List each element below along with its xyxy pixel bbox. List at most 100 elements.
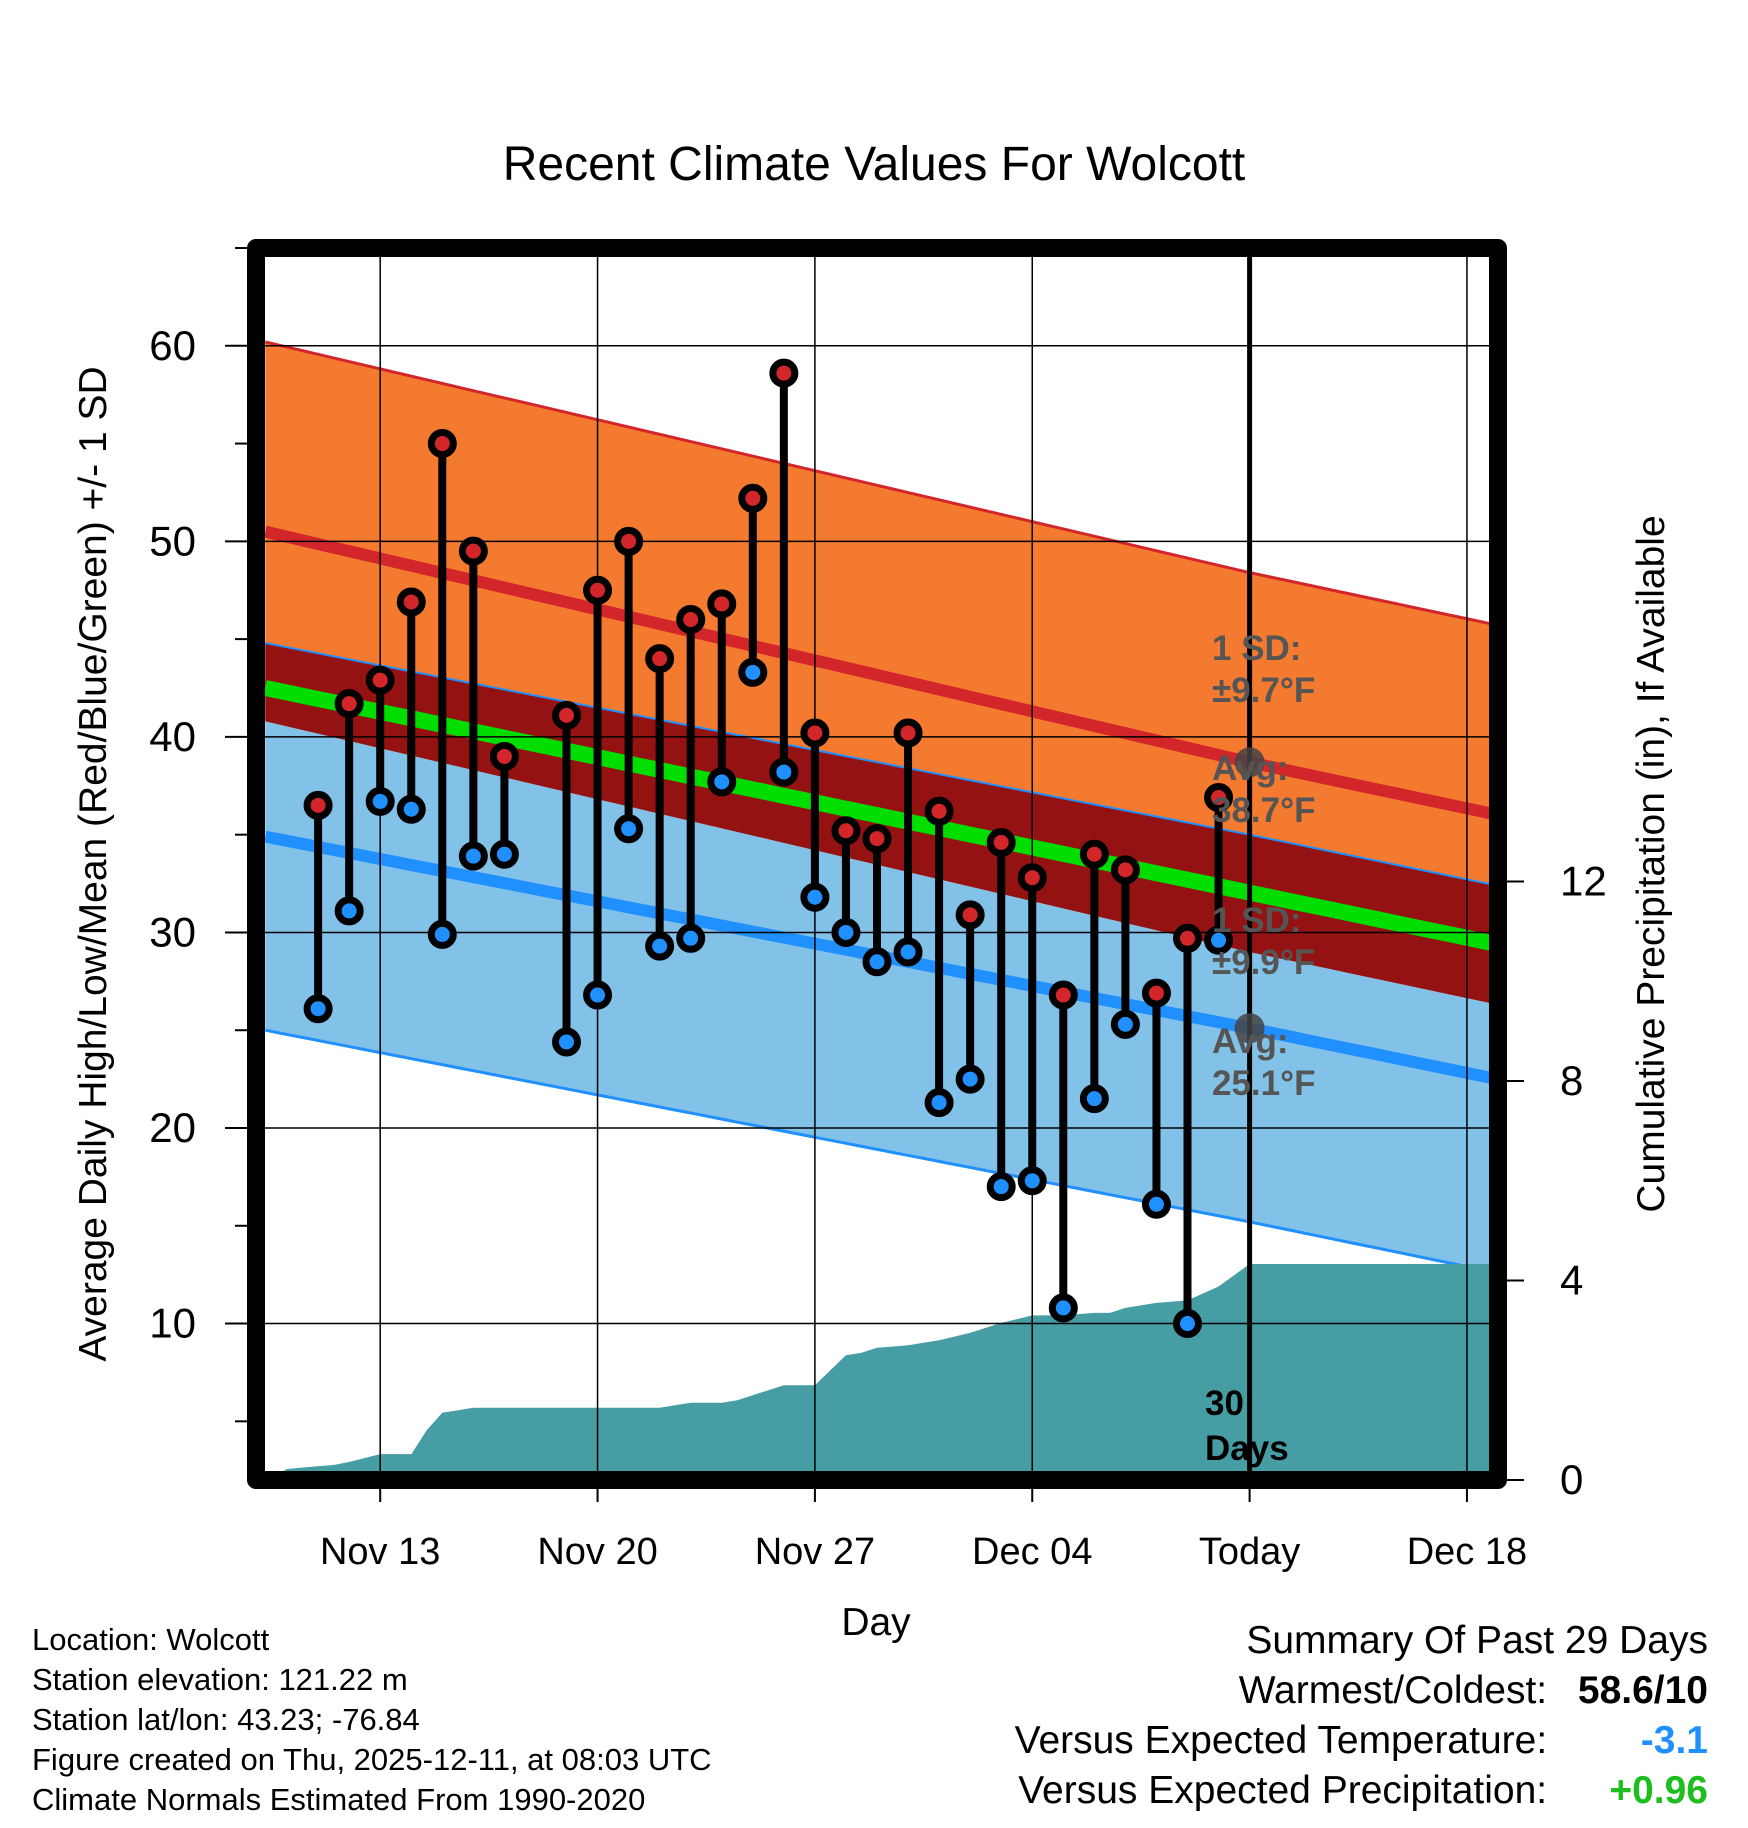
today-high-avg-marker: [1234, 747, 1265, 778]
daily-high-point: [1141, 978, 1171, 1008]
daily-low-point: [1173, 1309, 1202, 1339]
y-axis-label: Average Daily High/Low/Mean (Red/Blue/Gr…: [72, 366, 115, 1361]
high-sd-value: ±9.7°F: [1212, 671, 1315, 710]
y2-tick-label: 0: [1560, 1456, 1583, 1503]
daily-high-point: [862, 824, 892, 854]
y-tick-label: 50: [149, 517, 196, 564]
daily-low-point: [862, 947, 892, 977]
latlon-text: Station lat/lon: 43.23; -76.84: [32, 1702, 420, 1737]
low-lower-sd-line: [265, 1028, 1498, 1275]
summary-temp-row: Versus Expected Temperature: -3.1: [1015, 1716, 1708, 1766]
daily-high-point: [893, 718, 923, 748]
temp-anomaly-label: Versus Expected Temperature:: [1014, 1719, 1548, 1762]
location-text: Location: Wolcott: [32, 1622, 270, 1657]
daily-low-point: [707, 767, 737, 797]
daily-high-point: [1079, 839, 1109, 869]
y2-tick-label: 4: [1560, 1256, 1583, 1303]
daily-high-point: [769, 358, 799, 388]
x-tick-label: Nov 13: [320, 1531, 440, 1573]
summary-precip-row: Versus Expected Precipitation: +0.96: [1015, 1766, 1708, 1816]
daily-low-point: [303, 994, 333, 1024]
summary-panel: Summary Of Past 29 Days Warmest/Coldest:…: [1015, 1616, 1708, 1816]
daily-low-point: [365, 786, 395, 816]
today-low-avg-marker: [1234, 1013, 1265, 1044]
precip-anomaly-value: +0.96: [1609, 1769, 1708, 1812]
daily-high-point: [303, 790, 333, 820]
daily-low-point: [552, 1027, 581, 1057]
y2-tick-label: 8: [1560, 1057, 1583, 1104]
x-tick-label: Nov 20: [537, 1531, 657, 1573]
low-avg-label: Avg:: [1212, 1022, 1288, 1061]
daily-low-point: [1017, 1166, 1047, 1196]
daily-high-point: [552, 700, 581, 730]
chart-title: Recent Climate Values For Wolcott: [503, 138, 1246, 191]
y-tick-label: 60: [149, 322, 196, 369]
y-tick-label: 20: [149, 1104, 196, 1151]
high-avg-label: Avg:: [1212, 749, 1288, 788]
low-sd-label: 1 SD:: [1212, 901, 1301, 940]
daily-low-point: [614, 814, 644, 844]
daily-low-point: [427, 919, 457, 949]
daily-high-point: [489, 741, 519, 771]
daily-high-point: [427, 429, 457, 459]
y2-axis-label: Cumulative Precipitation (in), If Availa…: [1630, 515, 1673, 1212]
high-sd-label: 1 SD:: [1212, 629, 1301, 668]
daily-low-point: [986, 1172, 1016, 1202]
temp-anomaly-value: -3.1: [1640, 1719, 1708, 1762]
daily-low-point: [800, 882, 830, 912]
daily-high-point: [831, 816, 861, 846]
daily-high-point: [924, 796, 954, 826]
daily-high-point: [645, 644, 675, 674]
daily-low-point: [924, 1088, 954, 1118]
x-tick-label: Nov 27: [755, 1531, 875, 1573]
daily-low-point: [955, 1064, 985, 1094]
normal-high-line: [263, 525, 1498, 822]
daily-high-point: [458, 536, 488, 566]
x-tick-label: Today: [1199, 1531, 1300, 1573]
summary-warmest-row: Warmest/Coldest: 58.6/10: [1015, 1666, 1708, 1716]
high-avg-value: 38.7°F: [1212, 791, 1316, 830]
daily-low-point: [738, 657, 768, 687]
daily-high-point: [955, 900, 985, 930]
elevation-text: Station elevation: 121.22 m: [32, 1662, 408, 1697]
precip-area: [265, 1264, 1498, 1480]
window-label-number: 30: [1205, 1384, 1244, 1423]
x-tick-label: Dec 04: [972, 1531, 1092, 1573]
high-upper-sd-line: [264, 340, 1498, 627]
summary-title: Summary Of Past 29 Days: [1246, 1619, 1708, 1662]
daily-high-point: [396, 587, 426, 617]
daily-low-point: [769, 757, 799, 787]
created-text: Figure created on Thu, 2025-12-11, at 08…: [32, 1742, 712, 1777]
precip-anomaly-label: Versus Expected Precipitation:: [1018, 1769, 1548, 1812]
daily-low-point: [583, 980, 613, 1010]
x-axis-label: Day: [841, 1601, 911, 1644]
daily-high-point: [1173, 923, 1202, 953]
daily-low-point: [1079, 1084, 1109, 1114]
daily-low-point: [1110, 1009, 1140, 1039]
daily-low-point: [396, 794, 426, 824]
y-tick-label: 30: [149, 908, 196, 955]
daily-low-point: [831, 917, 861, 947]
daily-high-point: [1048, 980, 1078, 1010]
daily-low-point: [458, 841, 488, 871]
daily-low-point: [1141, 1189, 1171, 1219]
daily-high-point: [365, 665, 395, 695]
daily-high-point: [334, 689, 364, 719]
daily-high-point: [676, 605, 706, 635]
daily-high-point: [800, 718, 830, 748]
daily-low-point: [645, 931, 675, 961]
daily-low-point: [893, 937, 923, 967]
daily-low-point: [334, 896, 364, 926]
daily-low-point: [676, 923, 706, 953]
y-tick-label: 40: [149, 713, 196, 760]
window-label-days: Days: [1205, 1429, 1289, 1468]
daily-low-point: [489, 839, 519, 869]
y-tick-label: 10: [149, 1300, 196, 1347]
daily-high-point: [1204, 783, 1234, 813]
daily-high-point: [1017, 863, 1047, 893]
y2-tick-label: 12: [1560, 857, 1607, 904]
plot-frame: [247, 239, 1507, 1489]
station-info: Location: Wolcott Station elevation: 121…: [32, 1620, 712, 1820]
daily-low-point: [1204, 925, 1234, 955]
